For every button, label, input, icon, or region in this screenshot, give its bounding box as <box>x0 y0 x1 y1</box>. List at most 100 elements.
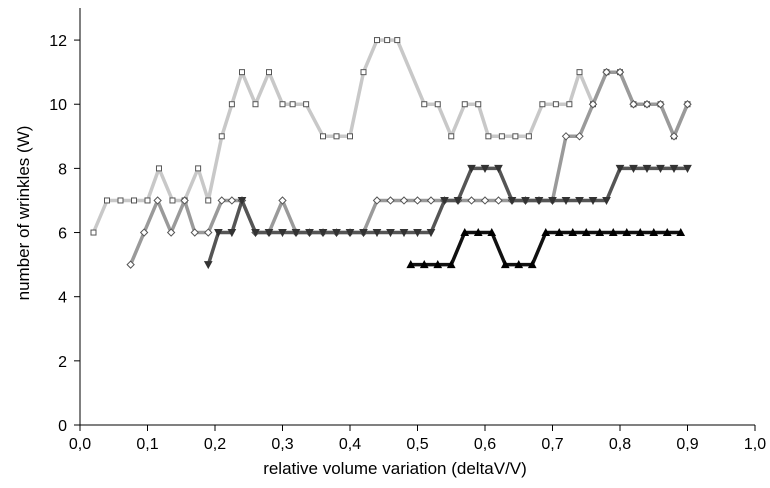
y-tick-label: 12 <box>49 33 67 50</box>
data-point <box>139 228 149 237</box>
series-3 <box>203 164 692 270</box>
data-point <box>332 229 341 238</box>
data-point <box>507 196 517 206</box>
data-point <box>205 197 212 204</box>
data-point <box>635 227 645 237</box>
data-point <box>399 229 409 238</box>
data-point <box>195 165 202 172</box>
data-point <box>467 196 476 205</box>
data-point <box>237 196 247 206</box>
data-point <box>374 37 380 44</box>
data-point <box>541 227 551 237</box>
data-point <box>525 133 532 140</box>
data-point <box>656 164 665 173</box>
data-point <box>534 196 544 206</box>
y-tick-label: 4 <box>58 290 67 307</box>
x-axis-label: relative volume variation (deltaV/V) <box>263 459 527 478</box>
data-point <box>602 67 611 77</box>
data-point <box>494 164 503 173</box>
y-tick-label: 6 <box>58 226 67 243</box>
data-point <box>588 100 598 109</box>
data-point <box>399 196 409 205</box>
data-point <box>669 164 679 173</box>
data-point <box>278 229 287 238</box>
data-point <box>669 132 679 141</box>
data-point <box>461 101 468 108</box>
data-point <box>460 227 470 237</box>
data-point <box>214 229 223 238</box>
data-point <box>318 229 328 238</box>
data-point <box>608 227 618 237</box>
data-point <box>153 196 162 205</box>
data-point <box>413 229 422 238</box>
y-tick-label: 0 <box>58 418 67 435</box>
data-point <box>227 196 237 205</box>
data-point <box>629 164 638 173</box>
data-point <box>217 196 226 205</box>
data-point <box>615 67 625 77</box>
data-point <box>453 196 463 206</box>
data-point <box>575 196 584 206</box>
data-point <box>561 196 571 206</box>
x-tick-label: 0,5 <box>406 436 428 453</box>
data-point <box>487 227 497 237</box>
data-point <box>676 227 686 237</box>
series-1 <box>90 37 691 236</box>
data-point <box>386 196 395 205</box>
data-point <box>419 260 429 269</box>
data-point <box>406 260 416 269</box>
data-point <box>683 164 692 173</box>
data-point <box>386 229 395 238</box>
data-point <box>169 197 176 204</box>
data-point <box>500 260 510 269</box>
data-point <box>494 196 503 205</box>
data-point <box>595 227 605 237</box>
data-point <box>568 227 578 237</box>
data-point <box>204 228 213 237</box>
data-point <box>305 229 314 238</box>
x-tick-label: 0,7 <box>541 436 563 453</box>
data-point <box>467 164 476 173</box>
data-point <box>228 101 235 108</box>
data-point <box>251 229 260 238</box>
data-point <box>514 260 524 269</box>
data-point <box>683 100 692 109</box>
series-line <box>206 166 688 266</box>
series-line <box>91 38 690 234</box>
data-point <box>166 228 176 237</box>
y-axis-label: number of wrinkles (W) <box>14 126 33 301</box>
data-point <box>413 196 422 205</box>
series-4 <box>406 227 686 269</box>
x-tick-label: 0,0 <box>69 436 91 453</box>
data-point <box>131 197 137 204</box>
data-point <box>581 227 591 237</box>
data-point <box>359 229 368 238</box>
data-point <box>642 164 652 173</box>
data-point <box>345 229 355 238</box>
data-point <box>552 101 559 108</box>
data-point <box>155 165 162 172</box>
series-line <box>410 230 681 267</box>
data-point <box>448 133 455 140</box>
data-point <box>480 164 490 173</box>
data-point <box>144 197 151 204</box>
data-point <box>289 101 296 108</box>
data-point <box>521 196 530 206</box>
data-point <box>384 37 391 44</box>
data-point <box>126 260 135 269</box>
data-point <box>426 196 436 205</box>
data-point <box>548 196 557 206</box>
data-point <box>180 196 189 205</box>
data-point <box>347 133 353 140</box>
data-point <box>190 228 199 237</box>
data-point <box>372 229 382 238</box>
data-point <box>372 196 382 205</box>
data-point <box>561 132 571 141</box>
data-point <box>90 229 97 236</box>
data-point <box>662 227 672 237</box>
data-point <box>602 196 611 206</box>
y-tick-label: 2 <box>58 354 67 371</box>
data-point <box>303 101 310 108</box>
data-point <box>575 132 584 141</box>
